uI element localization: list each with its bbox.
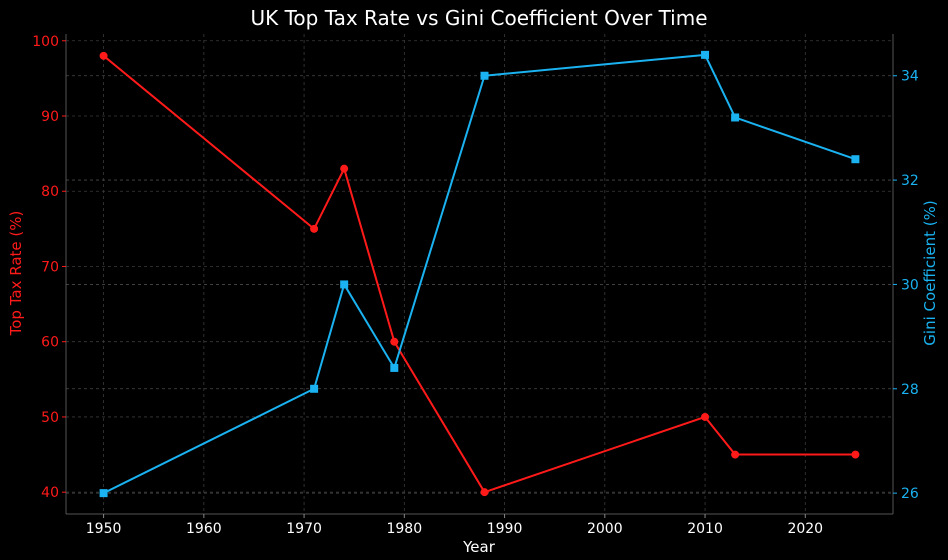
top-tax-rate-point xyxy=(340,164,349,173)
grid xyxy=(66,34,893,514)
y-tick-label-left: 80 xyxy=(41,184,59,200)
y-tick-label-left: 40 xyxy=(41,485,59,501)
x-tick-label: 1990 xyxy=(487,521,523,537)
y-tick-label-left: 70 xyxy=(41,259,59,275)
y-axis-label-right: Gini Coefficient (%) xyxy=(921,200,939,345)
y-axis-label-left: Top Tax Rate (%) xyxy=(7,211,25,337)
x-tick-label: 1960 xyxy=(186,521,222,537)
chart-title: UK Top Tax Rate vs Gini Coefficient Over… xyxy=(250,6,707,30)
series-layer xyxy=(99,50,860,498)
x-tick-label: 1970 xyxy=(286,521,322,537)
gini-coefficient-point xyxy=(310,384,319,393)
y-tick-label-left: 60 xyxy=(41,335,59,351)
gini-coefficient-line xyxy=(103,53,856,495)
top-tax-rate-point xyxy=(851,450,860,459)
y-tick-label-right: 28 xyxy=(901,382,919,398)
gini-coefficient-point xyxy=(340,280,349,289)
top-tax-rate-point xyxy=(731,450,740,459)
y-tick-label-left: 50 xyxy=(41,410,59,426)
y-tick-label-right: 34 xyxy=(901,69,919,85)
x-tick-label: 2010 xyxy=(687,521,723,537)
x-tick-label: 2000 xyxy=(587,521,623,537)
y-tick-label-right: 26 xyxy=(901,486,919,502)
y-tick-label-left: 100 xyxy=(32,34,59,50)
y-tick-label-right: 32 xyxy=(901,173,919,189)
y-tick-label-right: 30 xyxy=(901,277,919,293)
gini-coefficient-point xyxy=(701,50,710,59)
top-tax-rate-point xyxy=(701,412,710,421)
top-tax-rate-point xyxy=(310,224,319,233)
axis-ticks: 1950 1960 1970 1980 1990 2000 2010 2020 40 50 60 70… xyxy=(32,34,919,537)
top-tax-rate-point xyxy=(99,51,108,60)
top-tax-rate-point xyxy=(390,337,399,346)
gini-coefficient-point xyxy=(480,71,489,80)
top-tax-rate-line xyxy=(102,55,856,494)
gini-coefficient-point xyxy=(851,155,860,164)
top-tax-rate-point xyxy=(480,488,489,497)
gini-coefficient-point xyxy=(99,489,108,498)
y-tick-label-left: 90 xyxy=(41,109,59,125)
gini-coefficient-point xyxy=(390,363,399,372)
x-axis-label: Year xyxy=(462,538,496,556)
x-tick-label: 1950 xyxy=(86,521,122,537)
gini-coefficient-point xyxy=(731,113,740,122)
x-tick-label: 1980 xyxy=(386,521,422,537)
x-tick-label: 2020 xyxy=(787,521,823,537)
